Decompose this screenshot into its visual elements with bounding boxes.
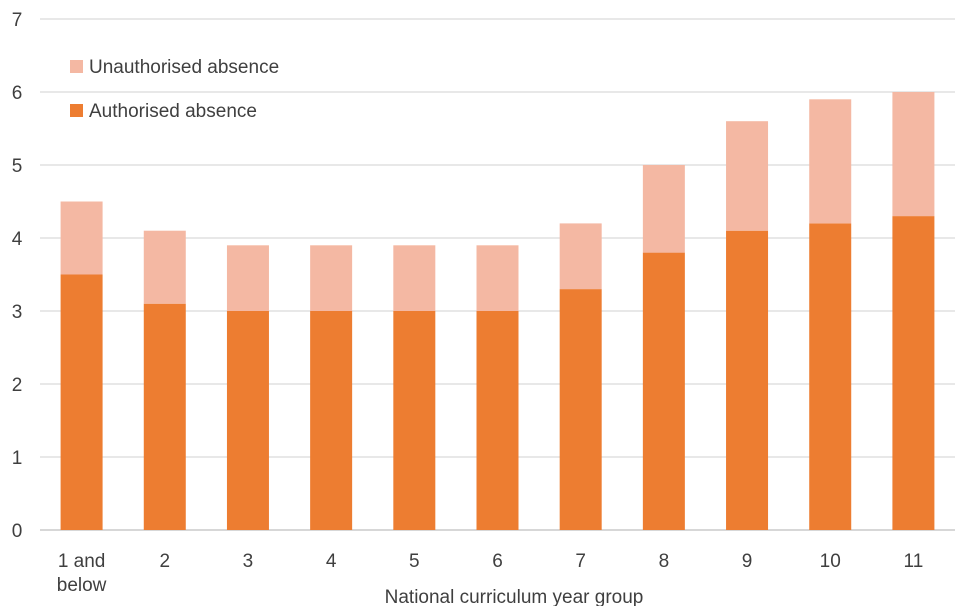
legend-label-unauthorised: Unauthorised absence [89,57,279,78]
y-tick-label-0: 0 [12,521,23,542]
bar-unauthorised-6 [476,245,519,311]
x-tick-label-8: 8 [659,551,670,572]
y-tick-label-6: 6 [12,83,23,104]
y-tick-label-1: 1 [12,448,23,469]
bar-unauthorised-8 [642,165,685,253]
x-tick-label-9: 9 [742,551,753,572]
bar-unauthorised-1 [60,201,103,275]
bar-unauthorised-4 [310,245,353,311]
y-tick-label-3: 3 [12,302,23,323]
bar-authorised-5 [393,311,436,530]
y-axis-ticks: 0 1 2 3 4 5 6 7 [12,10,23,542]
x-tick-label-6: 6 [492,551,503,572]
bar-authorised-1 [60,274,103,530]
bar-unauthorised-10 [809,99,852,224]
x-tick-label-11: 11 [904,551,924,572]
x-tick-label-4: 4 [326,551,337,572]
bar-authorised-3 [226,311,269,530]
bar-authorised-6 [476,311,519,530]
legend-swatch-unauthorised [70,60,83,73]
x-axis-title: National curriculum year group [385,587,644,606]
bar-unauthorised-7 [559,223,602,290]
bar-authorised-11 [892,216,935,530]
bar-unauthorised-5 [393,245,436,311]
legend-swatch-authorised [70,104,83,117]
x-axis-labels: 1 and below 2 3 4 5 6 7 8 9 10 11 [57,551,924,596]
x-tick-label-3: 3 [243,551,254,572]
bar-authorised-10 [809,223,852,530]
bars [60,92,935,530]
y-tick-label-5: 5 [12,156,23,177]
bar-authorised-7 [559,289,602,530]
x-tick-label-10: 10 [820,551,841,572]
bar-authorised-2 [143,303,186,530]
bar-unauthorised-11 [892,92,935,217]
x-tick-label-2: 2 [159,551,170,572]
bar-authorised-4 [310,311,353,530]
x-tick-label-1: 1 and below [57,551,107,596]
bar-unauthorised-9 [726,121,769,231]
y-tick-label-2: 2 [12,375,23,396]
bar-authorised-9 [726,230,769,530]
x-tick-label-7: 7 [575,551,586,572]
y-tick-label-7: 7 [12,10,23,31]
legend-label-authorised: Authorised absence [89,101,257,122]
bar-unauthorised-3 [226,245,269,311]
y-tick-label-4: 4 [12,229,23,250]
legend: Unauthorised absence Authorised absence [70,57,279,122]
bar-unauthorised-2 [143,230,186,304]
x-tick-label-5: 5 [409,551,420,572]
bar-authorised-8 [642,252,685,530]
